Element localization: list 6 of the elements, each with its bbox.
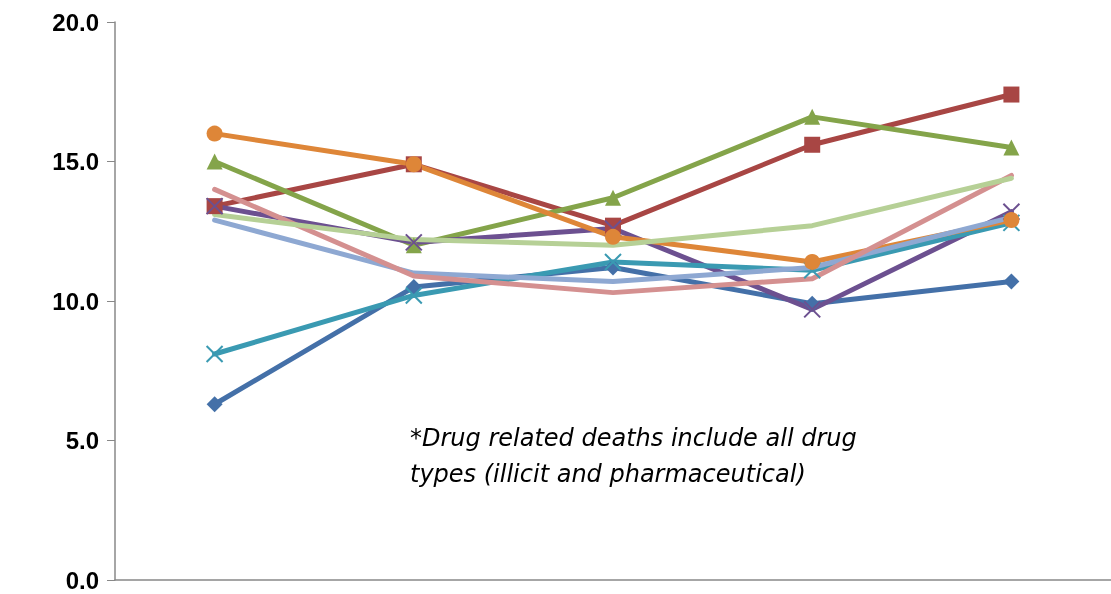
y-tick-label: 15.0 — [52, 148, 99, 175]
y-tick-label: 5.0 — [65, 427, 99, 454]
annotation: *Drug related deaths include all drug types (illicit and pharmaceutical) — [410, 424, 865, 488]
y-tick-label: 10.0 — [52, 287, 99, 315]
y-tick-label: 20.0 — [52, 8, 99, 36]
y-tick-label: 0.0 — [65, 566, 99, 594]
